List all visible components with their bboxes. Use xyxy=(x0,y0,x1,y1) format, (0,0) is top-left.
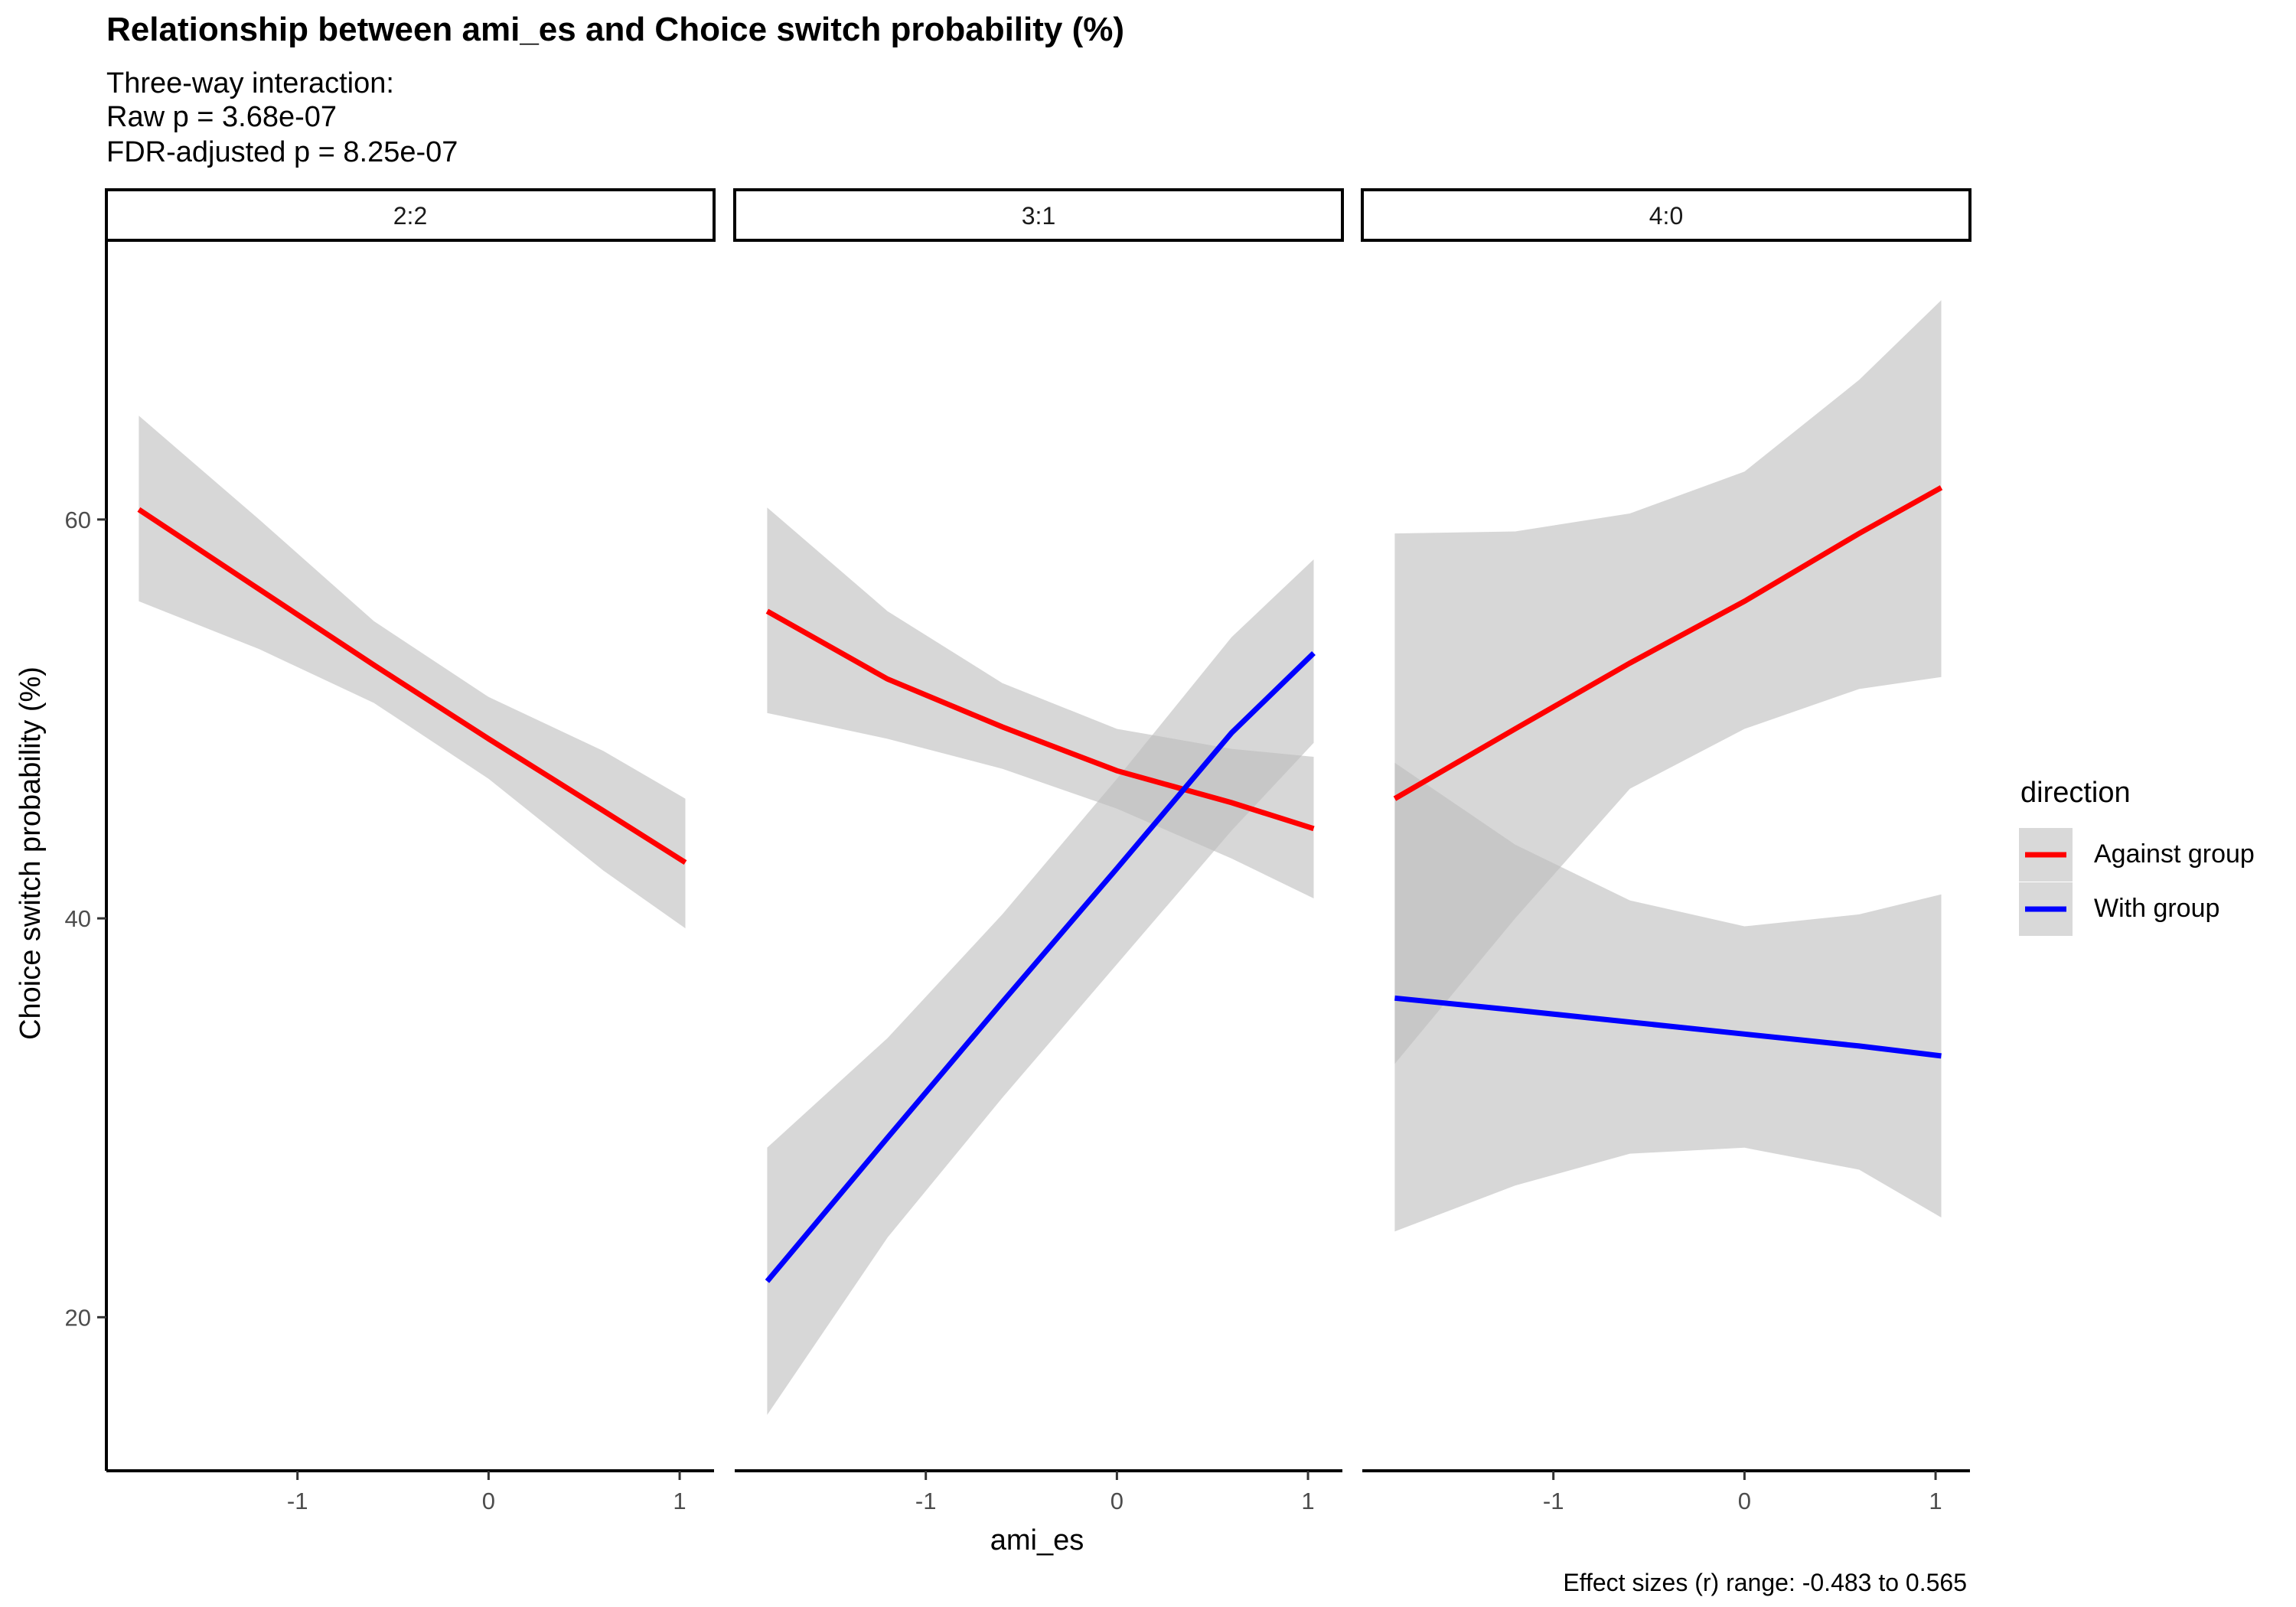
y-axis-title: Choice switch probability (%) xyxy=(15,667,47,1040)
legend-label-with-group: With group xyxy=(2094,894,2220,923)
chart-title: Relationship between ami_es and Choice s… xyxy=(106,11,1125,48)
caption: Effect sizes (r) range: -0.483 to 0.565 xyxy=(1563,1569,1967,1596)
x-tick-label-4-0-0: 0 xyxy=(1738,1488,1751,1514)
facet-strip-3-1 xyxy=(733,188,1344,242)
ci-band-2-2-against-group xyxy=(139,416,686,929)
facet-strip-label-2-2: 2:2 xyxy=(393,202,427,230)
facet-strip-4-0 xyxy=(1361,188,1971,242)
y-tick-label-60: 60 xyxy=(65,507,91,533)
fit-line-3-1-with-group xyxy=(765,650,1316,1283)
facet-strip-2-2 xyxy=(105,188,716,242)
x-tick-label-3-1-1: 1 xyxy=(1301,1488,1314,1514)
x-tick-label-2-2-1: -1 xyxy=(287,1488,308,1514)
y-tick-label-20: 20 xyxy=(65,1304,91,1331)
y-tick-label-40: 40 xyxy=(65,905,91,932)
x-tick-label-3-1-0: 0 xyxy=(1110,1488,1124,1514)
x-axis-title: ami_es xyxy=(990,1524,1084,1556)
x-tick-label-4-0-1: -1 xyxy=(1543,1488,1564,1514)
fit-line-4-0-against-group xyxy=(1393,485,1943,801)
x-tick-label-4-0-1: 1 xyxy=(1929,1488,1942,1514)
subtitle-line-1: Three-way interaction: xyxy=(106,67,394,99)
x-tick-label-2-2-1: 1 xyxy=(673,1488,686,1514)
x-tick-label-2-2-0: 0 xyxy=(482,1488,495,1514)
facet-strip-label-3-1: 3:1 xyxy=(1022,202,1055,230)
x-tick-label-3-1-1: -1 xyxy=(915,1488,937,1514)
ci-band-4-0-with-group xyxy=(1394,762,1942,1232)
subtitle-line-2: Raw p = 3.68e-07 xyxy=(106,101,338,133)
legend-label-against-group: Against group xyxy=(2094,839,2255,869)
fit-line-4-0-with-group xyxy=(1394,995,1942,1059)
legend-title: direction xyxy=(2020,777,2131,809)
facet-strip-label-4-0: 4:0 xyxy=(1649,202,1683,230)
subtitle-line-3: FDR-adjusted p = 8.25e-07 xyxy=(106,136,458,168)
fit-line-3-1-against-group xyxy=(765,608,1315,832)
ci-band-3-1-with-group xyxy=(767,559,1314,1415)
fit-line-2-2-against-group xyxy=(137,507,687,865)
